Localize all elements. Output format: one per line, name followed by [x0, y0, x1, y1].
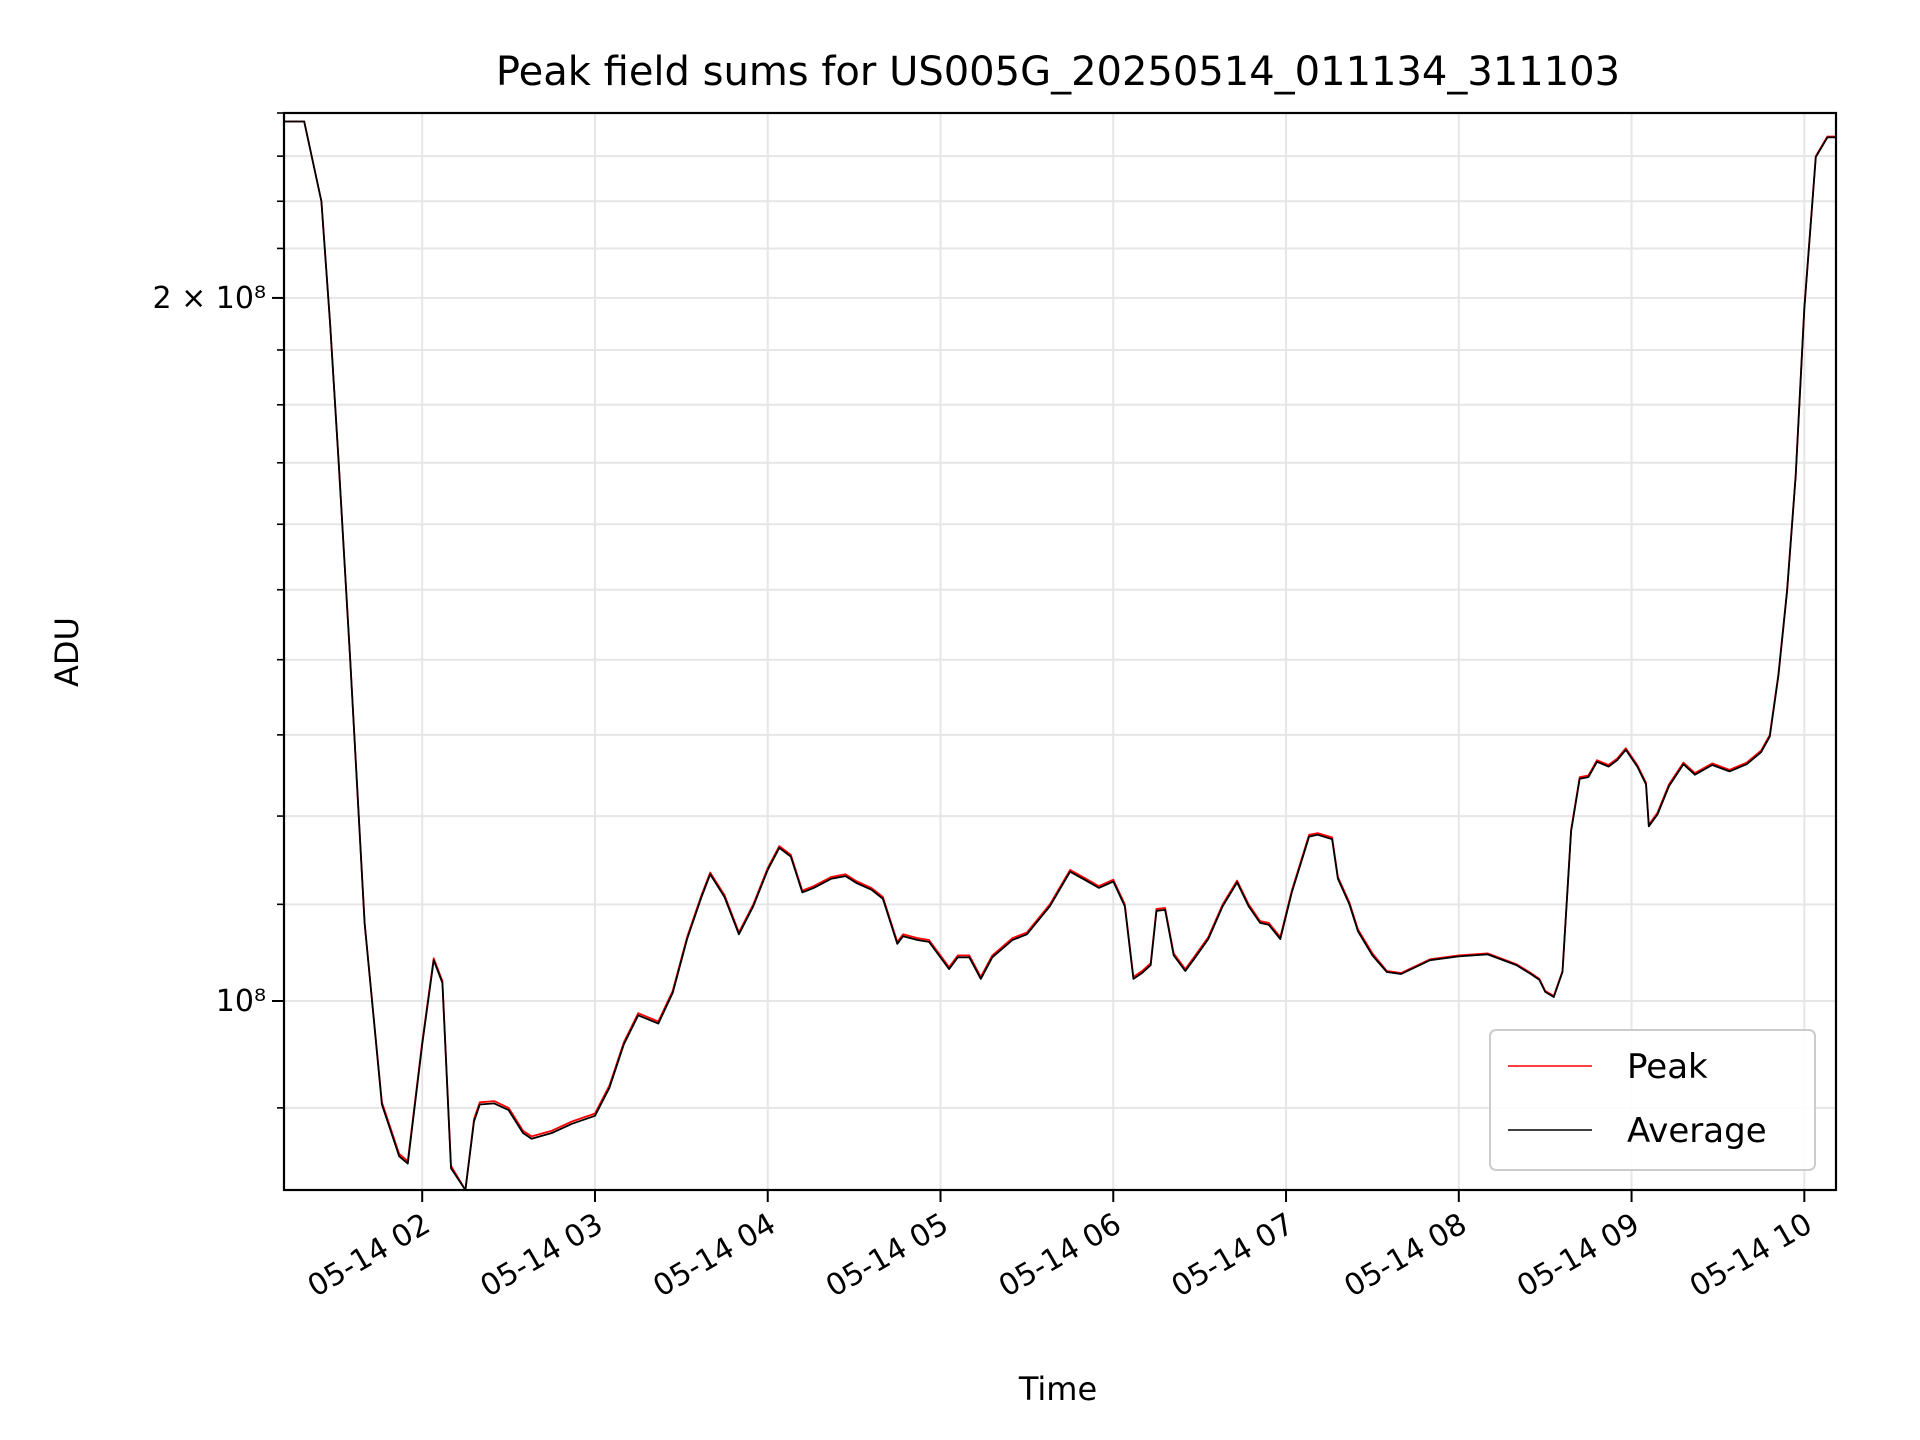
plot-frame: [282, 111, 1838, 1192]
chart-title: Peak field sums for US005G_20250514_0111…: [496, 49, 1620, 95]
x-axis-label: Time: [1018, 1370, 1097, 1408]
y-axis-label: ADU: [48, 617, 86, 687]
y-tick-label: 2 × 10⁸: [153, 281, 267, 316]
grid: [284, 112, 1836, 1190]
legend: Peak Average: [1489, 1029, 1816, 1171]
series-line-average: [284, 120, 1836, 1191]
series-lines: [284, 120, 1836, 1191]
legend-label-peak: Peak: [1627, 1047, 1708, 1087]
legend-label-average: Average: [1627, 1111, 1767, 1151]
legend-box: [1489, 1029, 1816, 1171]
y-tick-label: 10⁸: [216, 984, 266, 1019]
